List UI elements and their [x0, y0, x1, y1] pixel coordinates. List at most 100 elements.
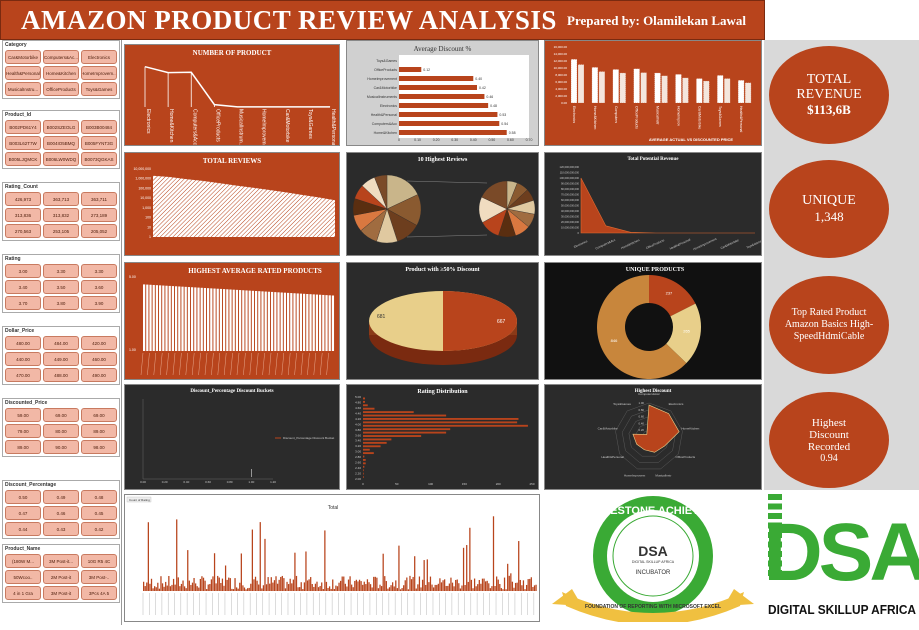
- slicer-button[interactable]: B002SZEOLG: [43, 120, 79, 134]
- slicer-button[interactable]: 3.70: [5, 296, 41, 310]
- slicer-button[interactable]: 0.48: [81, 490, 117, 504]
- kpi-label: Highest Discount Recorded: [807, 416, 851, 453]
- slicer-button[interactable]: 0.50: [5, 490, 41, 504]
- chart-title: TOTAL REVIEWS: [202, 157, 262, 165]
- slicer-button[interactable]: 3Pcs 4A 5: [81, 586, 117, 600]
- bar: [317, 587, 320, 591]
- category-label: OfficeProducts: [676, 455, 696, 459]
- slicer-button[interactable]: 490.00: [81, 368, 117, 382]
- total-reviews-chart: 1 10 100 1,000 10,000 100,000 1,000,000 10,000,…: [133, 167, 335, 239]
- slicer-button[interactable]: 3M Post-it...: [43, 554, 79, 568]
- bar: [273, 580, 276, 591]
- slicer-button[interactable]: B0073QGKAS: [81, 152, 117, 166]
- slicer-button[interactable]: 3M Post-it: [43, 586, 79, 600]
- slicer-button[interactable]: 3.50: [43, 280, 79, 294]
- bar: [499, 583, 501, 591]
- slicer-button[interactable]: OfficeProducts: [43, 82, 79, 96]
- category-label: MusicalInstruments: [367, 95, 397, 99]
- slicer-button[interactable]: B002PD61Y4: [5, 120, 41, 134]
- slicer-button[interactable]: 80.00: [43, 424, 79, 438]
- bar: [234, 578, 236, 591]
- slicer-button[interactable]: 270,563: [5, 224, 41, 238]
- bar: [210, 579, 213, 591]
- slicer-button[interactable]: B005LJQMCK: [5, 152, 41, 166]
- slicer-button[interactable]: 440.00: [5, 352, 41, 366]
- slicer-button[interactable]: Home&Kitchen: [43, 66, 79, 80]
- slicer-button[interactable]: 0.45: [81, 506, 117, 520]
- bar: [415, 588, 417, 591]
- slicer-button[interactable]: B003B00484: [81, 120, 117, 134]
- slicer-button[interactable]: 420.00: [81, 336, 117, 350]
- bar: [366, 579, 369, 591]
- slicer-button[interactable]: 79.00: [5, 424, 41, 438]
- slicer-button[interactable]: Computers&Ac...: [43, 50, 79, 64]
- slicer-button[interactable]: 480.00: [5, 336, 41, 350]
- slicer-button[interactable]: B004IO5BMQ: [43, 136, 79, 150]
- slicer-button[interactable]: 484.00: [43, 336, 79, 350]
- bar: [333, 588, 335, 591]
- bar: [355, 579, 358, 591]
- slicer-button[interactable]: 460.00: [81, 352, 117, 366]
- connector-line: [406, 234, 488, 238]
- slicer-button[interactable]: 0.44: [5, 522, 41, 536]
- slicer-button[interactable]: 69.00: [43, 408, 79, 422]
- slicer-button[interactable]: B006LW0WDQ: [43, 152, 79, 166]
- slicer-button[interactable]: 426,973: [5, 192, 41, 206]
- slicer-button[interactable]: 313,836: [5, 208, 41, 222]
- slicer-button[interactable]: 3.90: [81, 296, 117, 310]
- slicer-button[interactable]: 3.30: [43, 264, 79, 278]
- slicer-button[interactable]: 0.43: [43, 522, 79, 536]
- slicer-button[interactable]: 363,711: [81, 192, 117, 206]
- slicer-button[interactable]: 89.00: [81, 424, 117, 438]
- slicer-button[interactable]: B005FYNT3G: [81, 136, 117, 150]
- category-label: [294, 352, 297, 376]
- bar: [171, 584, 173, 591]
- slicer-button[interactable]: Electronics: [81, 50, 117, 64]
- slicer-button[interactable]: B003L62T7W: [5, 136, 41, 150]
- slicer-button[interactable]: 3M Post-..: [81, 570, 117, 584]
- slicer-button[interactable]: 3.40: [5, 280, 41, 294]
- slicer-sidebar: Category Car&Motorbike Computers&Ac... Elec…: [0, 40, 122, 625]
- slicer-button[interactable]: 3.00: [5, 264, 41, 278]
- slicer-button[interactable]: 3.60: [81, 280, 117, 294]
- bar: [434, 584, 436, 591]
- slicer-button[interactable]: 253,105: [43, 224, 79, 238]
- slicer-button[interactable]: 449.00: [43, 352, 79, 366]
- slicer-button[interactable]: 10G R5 4C: [81, 554, 117, 568]
- slicer-button[interactable]: 3.80: [43, 296, 79, 310]
- slicer-button[interactable]: 50Wcoo..: [5, 570, 41, 584]
- slicer-button[interactable]: 488.00: [43, 368, 79, 382]
- slicer-button[interactable]: Health&Personal: [5, 66, 41, 80]
- slicer-button[interactable]: Toys&Games: [81, 82, 117, 96]
- slicer-button[interactable]: 69.00: [81, 408, 117, 422]
- slicer-button[interactable]: 90.00: [43, 440, 79, 454]
- slicer-button[interactable]: 0.46: [43, 506, 79, 520]
- data-label: 667: [497, 319, 506, 325]
- slicer-button[interactable]: Car&Motorbike: [5, 50, 41, 64]
- slicer-button[interactable]: 0.42: [81, 522, 117, 536]
- slicer-button[interactable]: 313,832: [43, 208, 79, 222]
- slicer-button[interactable]: MusicalInstru...: [5, 82, 41, 96]
- slicer-button[interactable]: 0.49: [43, 490, 79, 504]
- tick-label: 100,000: [138, 186, 151, 190]
- slicer-button[interactable]: 4 in 1 Gra: [5, 586, 41, 600]
- slicer-button[interactable]: HomeImprovem...: [81, 66, 117, 80]
- slicer-button[interactable]: 3.30: [81, 264, 117, 278]
- bar: [235, 587, 238, 591]
- slicer-button[interactable]: (180W M...: [5, 554, 41, 568]
- bar: [335, 585, 337, 591]
- slicer-button[interactable]: 89.00: [5, 440, 41, 454]
- slicer-button[interactable]: 2M Post-it: [43, 570, 79, 584]
- slicer-button[interactable]: 98.00: [81, 440, 117, 454]
- slicer-button[interactable]: 273,189: [81, 208, 117, 222]
- slicer-button[interactable]: 59.00: [5, 408, 41, 422]
- bar: [458, 583, 460, 591]
- bar: [258, 584, 260, 591]
- category-label: Car&Motorbike: [284, 109, 290, 143]
- bar: [510, 573, 512, 591]
- slicer-button[interactable]: 205,052: [81, 224, 117, 238]
- slicer-button[interactable]: 363,713: [43, 192, 79, 206]
- bar: [358, 579, 361, 591]
- slicer-button[interactable]: 470.00: [5, 368, 41, 382]
- slicer-button[interactable]: 0.47: [5, 506, 41, 520]
